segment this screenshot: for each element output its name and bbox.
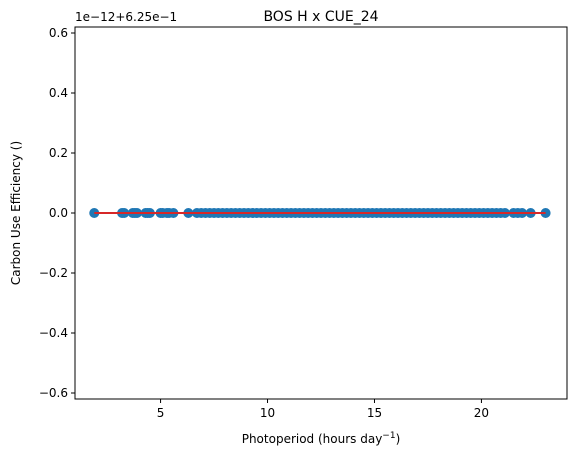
y-tick-label: 0.0 (49, 206, 68, 220)
y-tick-label: 0.2 (49, 146, 68, 160)
x-tick-label: 20 (474, 406, 489, 420)
y-tick-label: 0.4 (49, 86, 68, 100)
x-axis-ticks: 5 10 15 20 (157, 399, 489, 420)
x-axis-label-superscript: −1 (382, 431, 395, 441)
y-tick-label: 0.6 (49, 26, 68, 40)
y-offset-text: 1e−12+6.25e−1 (75, 10, 177, 24)
x-tick-label: 5 (157, 406, 165, 420)
y-tick-label: −0.2 (39, 266, 68, 280)
x-axis-label: Photoperiod (hours day−1) (242, 431, 401, 446)
y-tick-label: −0.4 (39, 326, 68, 340)
y-axis-label: Carbon Use Efficiency () (9, 141, 23, 285)
chart-title: BOS H x CUE_24 (263, 9, 378, 25)
x-axis-label-end: ) (396, 432, 401, 446)
y-axis-ticks: 0.6 0.4 0.2 0.0 −0.2 −0.4 −0.6 (39, 26, 75, 400)
y-tick-label: −0.6 (39, 386, 68, 400)
x-tick-label: 10 (260, 406, 275, 420)
x-tick-label: 15 (367, 406, 382, 420)
x-axis-label-main: Photoperiod (hours day (242, 432, 383, 446)
